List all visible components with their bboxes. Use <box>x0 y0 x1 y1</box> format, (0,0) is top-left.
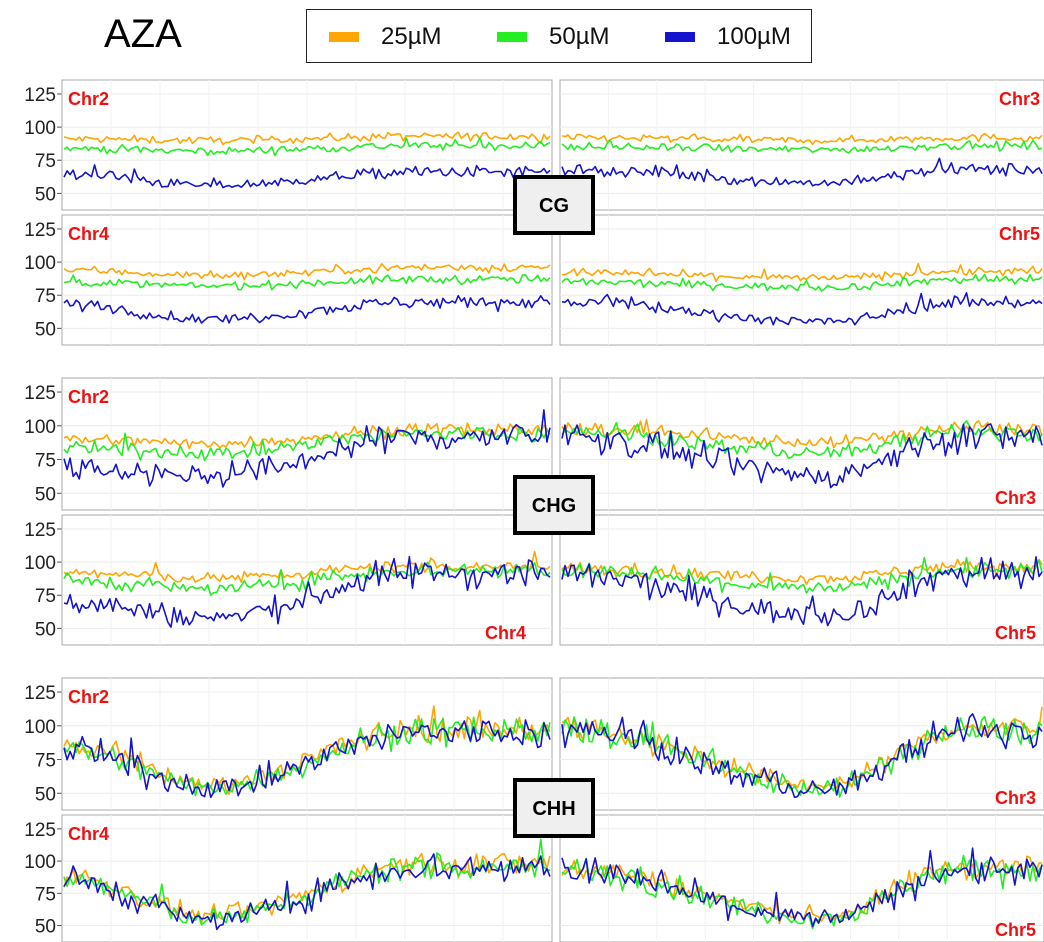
chromosome-label: Chr2 <box>68 89 109 109</box>
y-tick-label: 100 <box>24 253 56 274</box>
chromosome-label: Chr2 <box>68 387 109 407</box>
y-tick-label: 75 <box>35 751 56 772</box>
y-tick-label: 100 <box>24 717 56 738</box>
legend-swatch-50 <box>497 32 527 42</box>
chromosome-label: Chr3 <box>999 89 1040 109</box>
series-line-50µM <box>561 854 1043 930</box>
y-tick-label: 100 <box>24 118 56 139</box>
series-line-100µM <box>63 853 551 931</box>
context-label: CHH <box>532 798 575 820</box>
chromosome-label: Chr5 <box>995 623 1036 643</box>
context-label: CG <box>539 195 569 217</box>
series-line-100µM <box>561 291 1043 326</box>
series-line-50µM <box>63 274 551 291</box>
legend-label-100: 100µM <box>717 23 791 50</box>
y-tick-label: 75 <box>35 884 56 905</box>
legend-label-25: 25µM <box>381 23 442 50</box>
y-tick-label: 50 <box>35 917 56 938</box>
chromosome-label: Chr3 <box>995 788 1036 808</box>
legend-swatch-100 <box>665 32 695 42</box>
series-line-25µM <box>561 132 1043 146</box>
series-line-50µM <box>63 716 551 797</box>
y-tick-label: 75 <box>35 151 56 172</box>
series-line-100µM <box>63 555 551 628</box>
y-tick-label: 50 <box>35 184 56 205</box>
y-tick-label: 75 <box>35 286 56 307</box>
y-tick-label: 50 <box>35 484 56 505</box>
y-tick-label: 125 <box>24 683 56 704</box>
y-tick-label: 125 <box>24 520 56 541</box>
legend-item-50: 50µM <box>497 10 610 64</box>
series-line-25µM <box>63 262 551 281</box>
series-line-50µM <box>561 715 1043 798</box>
context-label: CHG <box>532 495 576 517</box>
y-tick-label: 125 <box>24 220 56 241</box>
context-box <box>513 175 595 235</box>
context-box <box>513 778 595 838</box>
series-line-50µM <box>561 139 1043 154</box>
context-box <box>513 475 595 535</box>
series-line-100µM <box>561 847 1043 928</box>
series-line-25µM <box>63 852 551 924</box>
series-line-100µM <box>561 712 1043 799</box>
chromosome-label: Chr4 <box>68 824 109 844</box>
legend-item-25: 25µM <box>329 10 442 64</box>
series-line-25µM <box>63 550 551 583</box>
series-line-50µM <box>63 136 551 157</box>
series-line-100µM <box>63 409 551 488</box>
chromosome-label: Chr2 <box>68 687 109 707</box>
series-line-100µM <box>63 294 551 324</box>
figure-title: AZA <box>104 12 182 56</box>
series-line-50µM <box>561 273 1043 292</box>
y-tick-label: 50 <box>35 619 56 640</box>
series-line-100µM <box>63 164 551 189</box>
y-tick-label: 75 <box>35 451 56 472</box>
legend-item-100: 100µM <box>665 10 791 64</box>
series-line-100µM <box>63 719 551 799</box>
chromosome-label: Chr5 <box>995 920 1036 940</box>
legend-label-50: 50µM <box>549 23 610 50</box>
y-tick-label: 100 <box>24 553 56 574</box>
chromosome-label: Chr5 <box>999 224 1040 244</box>
y-tick-label: 75 <box>35 586 56 607</box>
y-tick-label: 100 <box>24 417 56 438</box>
chromosome-label: Chr4 <box>485 623 526 643</box>
series-line-100µM <box>561 556 1043 627</box>
legend-swatch-25 <box>329 32 359 42</box>
series-line-100µM <box>561 423 1043 489</box>
series-line-25µM <box>63 422 551 450</box>
y-tick-label: 125 <box>24 85 56 106</box>
y-tick-label: 50 <box>35 319 56 340</box>
y-tick-label: 100 <box>24 852 56 873</box>
series-line-25µM <box>63 131 551 146</box>
y-tick-label: 125 <box>24 820 56 841</box>
y-tick-label: 125 <box>24 383 56 404</box>
series-line-25µM <box>562 262 1043 283</box>
y-tick-label: 50 <box>35 784 56 805</box>
legend: 25µM 50µM 100µM <box>306 9 812 63</box>
series-line-100µM <box>561 157 1043 187</box>
chromosome-label: Chr3 <box>995 488 1036 508</box>
chromosome-label: Chr4 <box>68 224 109 244</box>
series-line-25µM <box>561 558 1043 586</box>
